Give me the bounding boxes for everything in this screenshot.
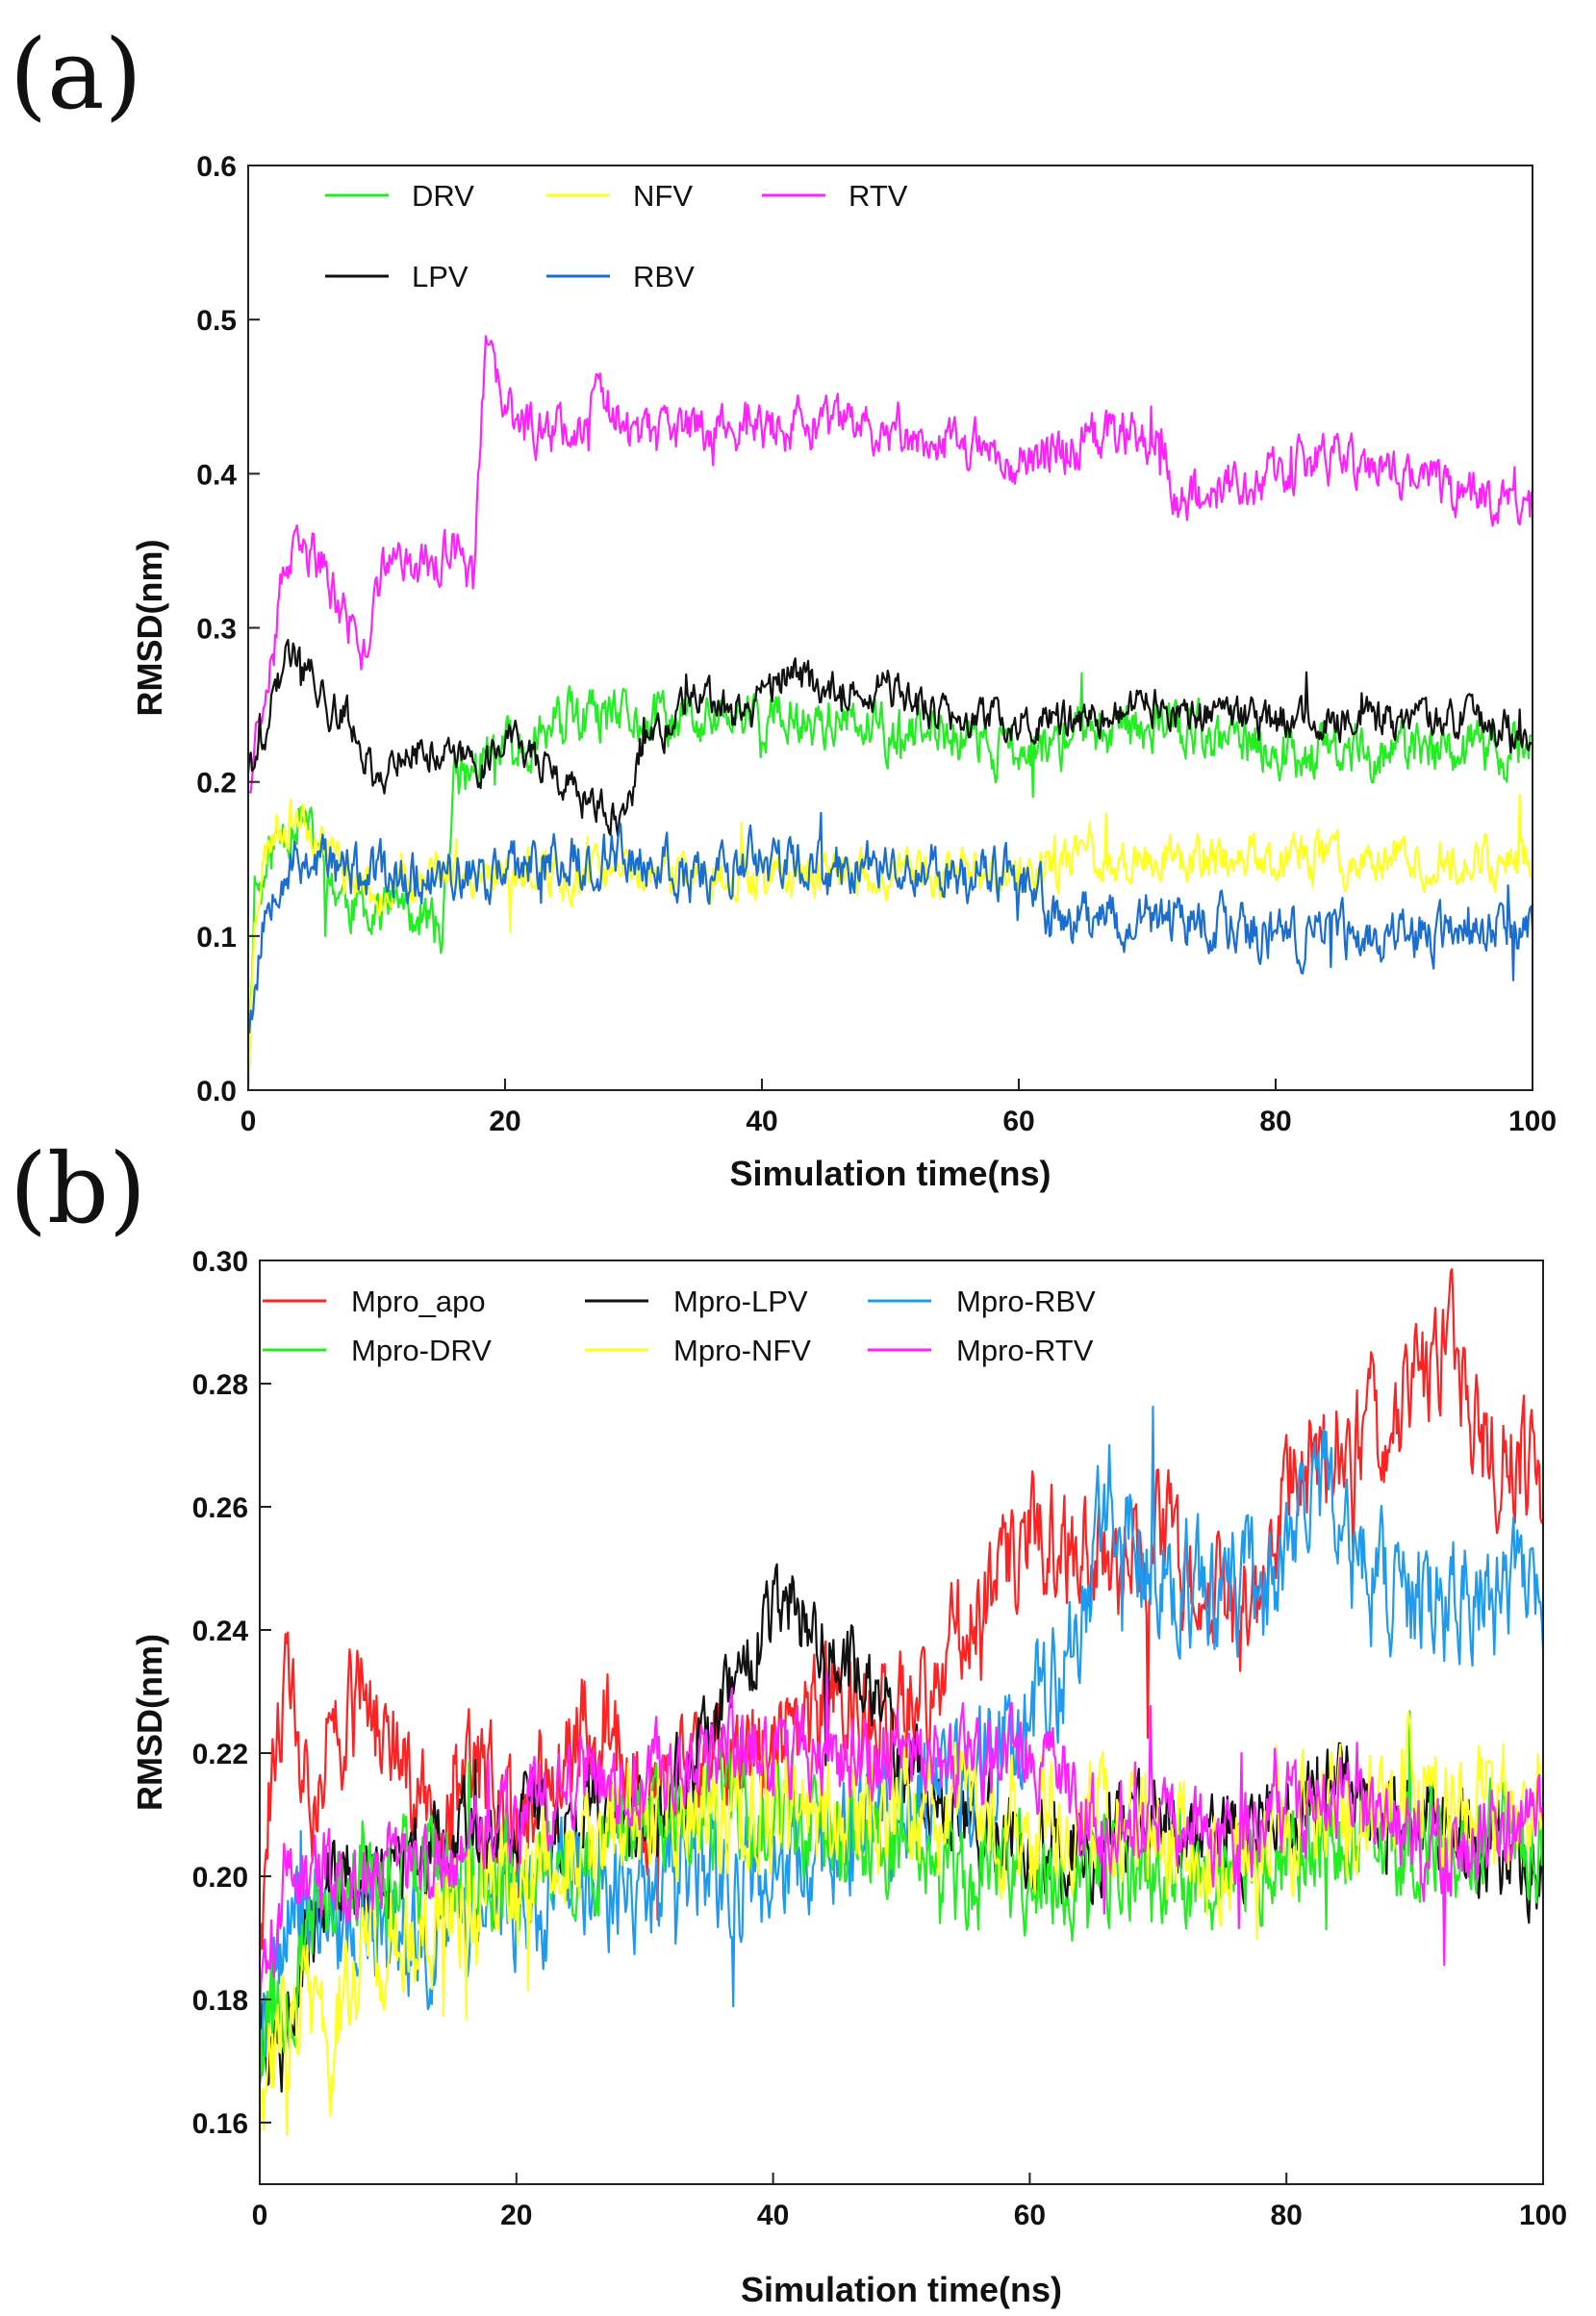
x-tick-label: 60: [1014, 2200, 1046, 2231]
panel-b-letter: (b): [10, 1133, 146, 1245]
y-tick-label: 0.1: [196, 922, 237, 954]
legend-label-lpv: LPV: [412, 260, 469, 293]
series-line-rtv: [248, 335, 1533, 794]
legend-label-nfv: NFV: [633, 179, 693, 213]
panel-a-legend: DRV NFV RTV LPV RBV: [325, 179, 908, 293]
y-tick-label: 0.5: [196, 305, 237, 337]
y-tick-label: 0.24: [192, 1616, 249, 1647]
y-tick-label: 0.6: [196, 151, 237, 183]
panel-a-ticks-layer: 0 20 40 60 80 100 0.0 0.1 0.2 0.3 0.4 0.5 0.6: [196, 151, 1557, 1137]
y-tick-label: 0.20: [192, 1862, 248, 1894]
y-tick-label: 0.4: [196, 459, 237, 491]
series-line-lpv: [248, 638, 1533, 838]
x-tick-label: 20: [489, 1106, 520, 1137]
series-line-rbv: [248, 811, 1533, 1034]
legend-label-mpro-rtv: Mpro-RTV: [956, 1334, 1094, 1367]
legend-label-drv: DRV: [412, 179, 474, 213]
series-line-mpro-rtv: [260, 1671, 1543, 2017]
y-tick-label: 0.16: [192, 2108, 248, 2140]
panel-b-legend: Mpro_apo Mpro-LPV Mpro-RBV Mpro-DRV Mpro-NFV…: [263, 1285, 1096, 1367]
y-tick-label: 0.30: [192, 1246, 248, 1278]
x-tick-label: 0: [241, 1106, 257, 1137]
x-tick-label: 20: [500, 2200, 532, 2231]
x-tick-label: 40: [746, 1106, 777, 1137]
panel-b-chart: (b) 0 20 40 60 80 100 0.16 0.18 0.20 0.22 0.24 0.26…: [10, 1133, 1567, 2309]
panel-b-y-axis-title: RMSD(nm): [130, 1634, 169, 1811]
panel-b-plot-frame: [259, 1260, 1544, 2185]
panel-b-x-axis-title: Simulation time(ns): [741, 2270, 1062, 2309]
panel-a-letter: (a): [10, 18, 142, 131]
x-tick-label: 60: [1002, 1106, 1034, 1137]
legend-label-mpro-rbv: Mpro-RBV: [956, 1285, 1096, 1318]
y-tick-label: 0.2: [196, 768, 237, 800]
y-tick-label: 0.26: [192, 1492, 248, 1524]
x-tick-label: 100: [1508, 1106, 1557, 1137]
legend-label-mpro-apo: Mpro_apo: [351, 1285, 486, 1318]
x-tick-label: 0: [252, 2200, 268, 2231]
x-tick-label: 80: [1259, 1106, 1291, 1137]
panel-a-y-axis-title: RMSD(nm): [130, 540, 169, 717]
panel-b-ticks-layer: 0 20 40 60 80 100 0.16 0.18 0.20 0.22 0.24 0.26 0.28…: [192, 1246, 1567, 2231]
legend-label-rtv: RTV: [849, 179, 908, 213]
panel-a-chart: (a) 0 20 40 60 80 100 0.0 0.1 0.2 0.3 0.4 0.5 0.6 Si…: [10, 18, 1557, 1193]
legend-label-mpro-nfv: Mpro-NFV: [673, 1334, 811, 1367]
legend-label-mpro-lpv: Mpro-LPV: [673, 1285, 808, 1318]
x-tick-label: 80: [1271, 2200, 1303, 2231]
legend-label-mpro-drv: Mpro-DRV: [351, 1334, 492, 1367]
y-tick-label: 0.3: [196, 614, 237, 646]
panel-a-x-axis-title: Simulation time(ns): [729, 1154, 1051, 1193]
y-tick-label: 0.0: [196, 1076, 237, 1107]
y-tick-label: 0.22: [192, 1739, 248, 1770]
panel-b-series-layer: [260, 1267, 1543, 2146]
x-tick-label: 40: [757, 2200, 789, 2231]
legend-label-rbv: RBV: [633, 260, 695, 293]
y-tick-label: 0.28: [192, 1369, 248, 1401]
panel-a-series-layer: [248, 335, 1533, 1090]
y-tick-label: 0.18: [192, 1985, 248, 2017]
x-tick-label: 100: [1519, 2200, 1567, 2231]
